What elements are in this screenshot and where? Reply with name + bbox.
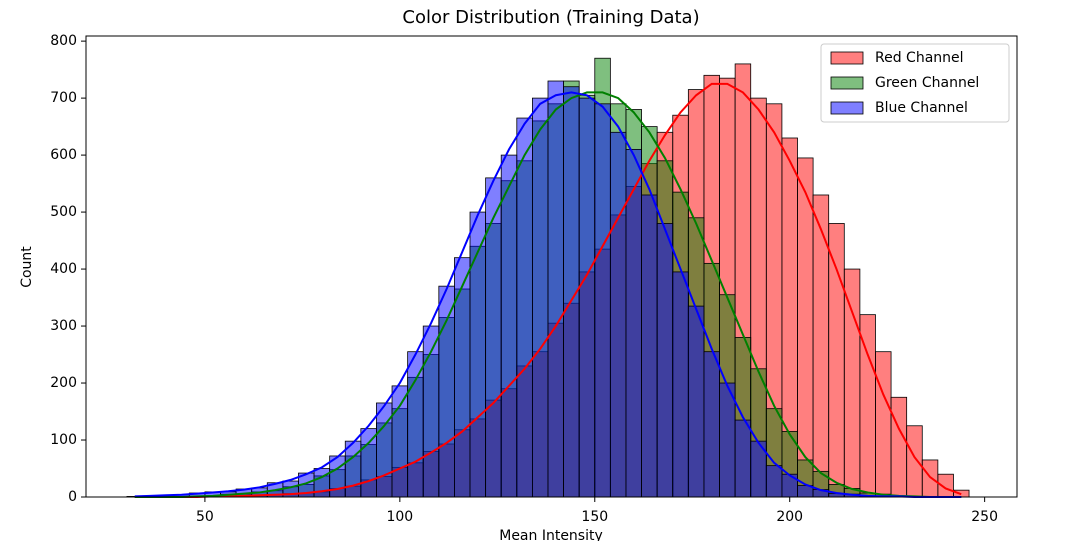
legend-label: Blue Channel bbox=[875, 100, 968, 116]
y-tick-label: 600 bbox=[50, 147, 77, 163]
histogram-bar bbox=[641, 194, 658, 498]
histogram-bar bbox=[594, 103, 611, 498]
legend-swatch bbox=[830, 76, 864, 90]
y-tick-label: 400 bbox=[50, 261, 77, 277]
histogram-bar bbox=[734, 419, 752, 498]
y-tick-label: 0 bbox=[68, 489, 77, 505]
histogram-bar bbox=[719, 382, 736, 498]
histogram-bar bbox=[625, 148, 642, 498]
histogram-bar bbox=[391, 385, 409, 498]
histogram-bar bbox=[812, 194, 830, 498]
histogram-bar bbox=[843, 268, 861, 498]
chart-title: Color Distribution (Training Data) bbox=[402, 7, 699, 28]
x-axis-label: Mean Intensity bbox=[499, 528, 603, 541]
histogram-bar bbox=[531, 97, 549, 498]
y-tick-label: 500 bbox=[50, 204, 77, 220]
y-tick-label: 700 bbox=[50, 90, 77, 106]
histogram-bar bbox=[875, 351, 892, 498]
histogram-bar bbox=[578, 97, 596, 498]
histogram-bar bbox=[797, 157, 814, 498]
kde-line bbox=[134, 82, 962, 498]
histogram-bar bbox=[921, 459, 939, 498]
histogram-bar bbox=[656, 223, 674, 498]
histogram-bar bbox=[454, 257, 471, 498]
legend-swatch bbox=[830, 101, 864, 115]
plot-frame bbox=[85, 35, 1018, 498]
histogram-bar bbox=[469, 211, 487, 498]
histogram-bar bbox=[516, 117, 533, 498]
y-tick-label: 800 bbox=[50, 33, 77, 49]
legend-label: Green Channel bbox=[875, 75, 979, 91]
y-tick-label: 200 bbox=[50, 375, 77, 391]
legend-swatch bbox=[830, 51, 864, 65]
y-tick-label: 300 bbox=[50, 318, 77, 334]
x-tick-label: 100 bbox=[386, 509, 413, 525]
histogram-bar bbox=[609, 131, 627, 498]
histogram-bar bbox=[890, 396, 908, 498]
histogram-bar bbox=[407, 351, 424, 498]
x-tick-label: 200 bbox=[776, 509, 803, 525]
y-tick-label: 100 bbox=[50, 432, 77, 448]
histogram-bar bbox=[828, 223, 845, 498]
kde-line bbox=[134, 91, 962, 498]
histogram-bar bbox=[500, 154, 518, 498]
histogram-bar bbox=[376, 402, 393, 498]
histogram-bar bbox=[703, 351, 720, 498]
histogram-bar bbox=[547, 80, 564, 498]
x-tick-label: 150 bbox=[581, 509, 608, 525]
histogram-bar bbox=[906, 425, 923, 498]
y-axis-label: Count bbox=[19, 246, 35, 288]
kde-line bbox=[134, 91, 962, 498]
legend-box bbox=[820, 43, 1010, 123]
histogram-bar bbox=[344, 440, 362, 498]
histogram-bar bbox=[765, 465, 783, 498]
histogram-bar bbox=[672, 271, 689, 498]
histogram-bar bbox=[687, 305, 705, 498]
histogram-bar bbox=[438, 285, 455, 498]
x-tick-label: 250 bbox=[971, 509, 998, 525]
histogram-bar bbox=[329, 455, 346, 498]
legend-label: Red Channel bbox=[875, 50, 964, 66]
histogram-bar bbox=[485, 177, 502, 498]
x-tick-label: 50 bbox=[196, 509, 214, 525]
histogram-bar bbox=[360, 428, 377, 498]
